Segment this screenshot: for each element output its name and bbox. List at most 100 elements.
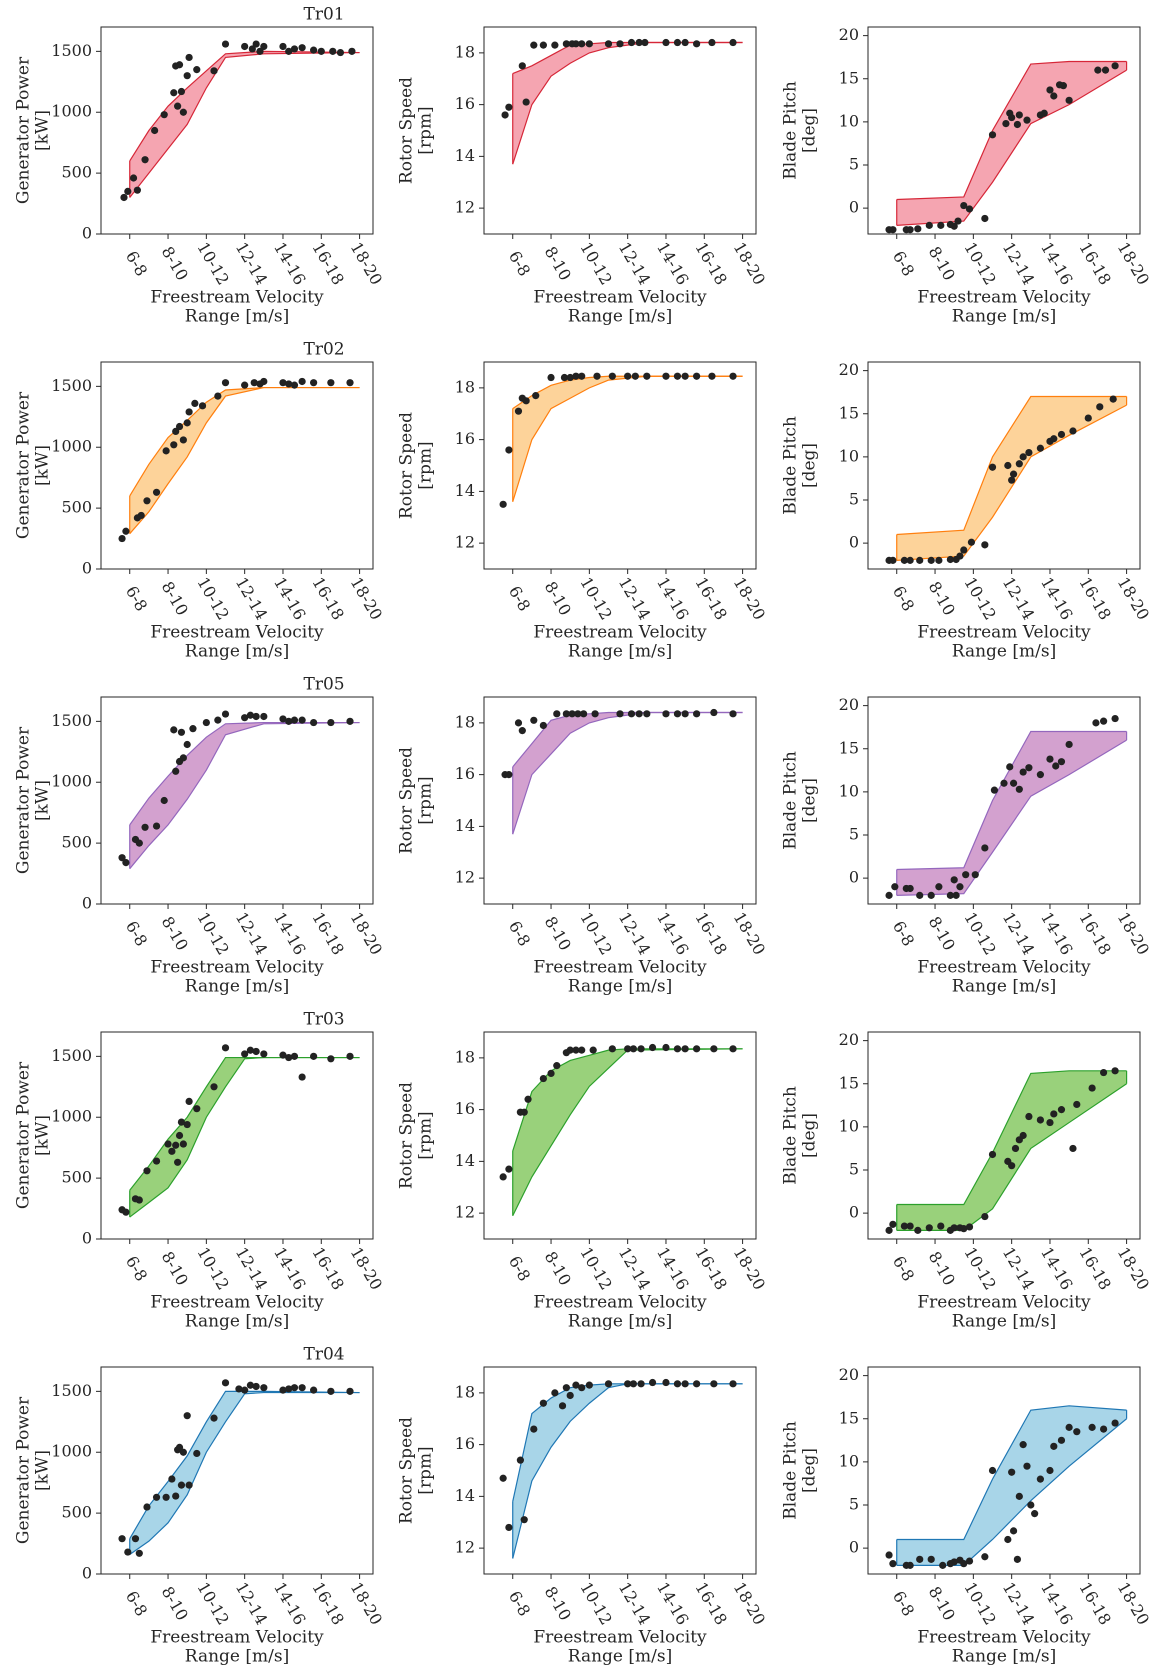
point [551, 1389, 559, 1397]
y-axis-label: Generator Power [14, 56, 34, 204]
point [193, 1449, 201, 1458]
point [662, 38, 670, 47]
x-tick-label: 16-18 [691, 1579, 731, 1628]
y-tick-label: 0 [849, 1538, 859, 1557]
point [122, 859, 130, 867]
subplot: 0 500 1000 1500 6-8 8-10 10-1212-1414-1616-181… [14, 340, 387, 662]
x-tick-label: 8-10 [925, 913, 959, 954]
point [179, 1140, 187, 1148]
axes-frame [483, 1366, 757, 1575]
point [906, 1222, 914, 1230]
x-tick-label: 8-10 [158, 578, 192, 619]
point [1057, 1106, 1066, 1114]
subplot: 0 500 1000 1500 6-8 8-10 10-1212-1414-1616-181… [14, 675, 387, 997]
point [1013, 1555, 1022, 1563]
band-fill [896, 731, 1127, 896]
subplot: 0 5 10 15 20 6-8 8-10 10-1212-1414-1616-1818-20… [781, 695, 1154, 996]
point [1025, 764, 1033, 772]
band-fill [896, 1405, 1127, 1566]
point [729, 1380, 737, 1388]
band-lower [129, 51, 360, 198]
point [505, 103, 513, 111]
point [1009, 779, 1018, 787]
point [967, 538, 976, 546]
subplot: 0 500 1000 1500 6-8 8-10 10-1212-1414-1616-181… [14, 5, 387, 327]
band-fill [129, 722, 360, 869]
y-tick-label: 1500 [51, 711, 92, 730]
point [1036, 771, 1044, 779]
point [135, 1549, 143, 1557]
point [260, 712, 268, 721]
point [290, 716, 299, 724]
point [693, 372, 701, 380]
x-tick-label: 6-8 [505, 248, 534, 280]
x-axis-label: Freestream Velocity [533, 288, 707, 308]
point [568, 710, 576, 718]
point [591, 710, 599, 718]
x-tick-label: 14-16 [1037, 909, 1077, 958]
y-tick-label: 12 [455, 868, 475, 887]
x-tick-label: 10-12 [576, 1579, 616, 1628]
y-tick-label: 1500 [51, 1381, 92, 1400]
x-tick-label: 14-16 [1037, 1579, 1077, 1628]
point [1015, 1492, 1023, 1500]
band-upper [896, 1070, 1127, 1206]
point [179, 108, 187, 116]
point [1111, 1067, 1119, 1075]
point [937, 221, 945, 229]
point [210, 67, 218, 75]
y-tick-label: 0 [82, 894, 92, 913]
point [1031, 1510, 1039, 1518]
point [185, 1097, 193, 1106]
y-tick-label: 18 [455, 1047, 475, 1066]
point [175, 422, 184, 431]
point [956, 552, 964, 560]
point [916, 891, 924, 899]
x-tick-label: 6-8 [122, 1588, 151, 1620]
x-axis-label: Freestream Velocity [533, 1293, 707, 1313]
x-tick-label: 16-18 [1075, 1579, 1115, 1628]
point [133, 186, 141, 194]
point [547, 373, 555, 382]
point [1092, 719, 1100, 727]
point [673, 38, 682, 47]
y-axis-label: Blade Pitch [781, 416, 801, 515]
point [1084, 414, 1092, 422]
y-tick-label: 1000 [51, 772, 92, 791]
subplot: 0 5 10 15 20 6-8 8-10 10-1212-1414-1616-1818-20… [781, 1030, 1154, 1331]
point [988, 131, 997, 139]
point [1011, 1144, 1020, 1153]
y-tick-label: 0 [849, 1203, 859, 1222]
point [1069, 1144, 1077, 1153]
x-tick-label: 10-12 [193, 574, 233, 623]
x-tick-label: 12-14 [232, 239, 272, 288]
point [889, 1220, 897, 1228]
point [710, 1045, 718, 1053]
point [179, 754, 187, 762]
y-tick-label: 16 [455, 1099, 475, 1118]
point [585, 40, 593, 48]
subplot: 12 14 16 18 6-8 8-10 10-1212-1414-1616-1818-20… [397, 1366, 769, 1667]
point [310, 379, 318, 387]
point [914, 225, 922, 233]
x-tick-label: 10-12 [576, 909, 616, 958]
point [172, 427, 180, 436]
x-tick-label: 14-16 [653, 1579, 693, 1628]
y-axis-label: [rpm] [416, 1111, 436, 1159]
axes-frame [483, 361, 757, 570]
x-tick-label: 6-8 [889, 248, 918, 280]
point [298, 1073, 306, 1081]
x-tick-label: 6-8 [889, 1588, 918, 1620]
point [179, 436, 187, 444]
point [260, 377, 268, 386]
y-axis-label: Rotor Speed [397, 77, 417, 184]
point [572, 1046, 580, 1054]
point [522, 397, 530, 405]
point [1059, 82, 1067, 90]
point [124, 1548, 132, 1556]
point [729, 38, 737, 47]
point [553, 710, 561, 718]
point [729, 1045, 737, 1053]
y-tick-label: 14 [455, 816, 475, 835]
y-tick-label: 5 [849, 490, 859, 509]
